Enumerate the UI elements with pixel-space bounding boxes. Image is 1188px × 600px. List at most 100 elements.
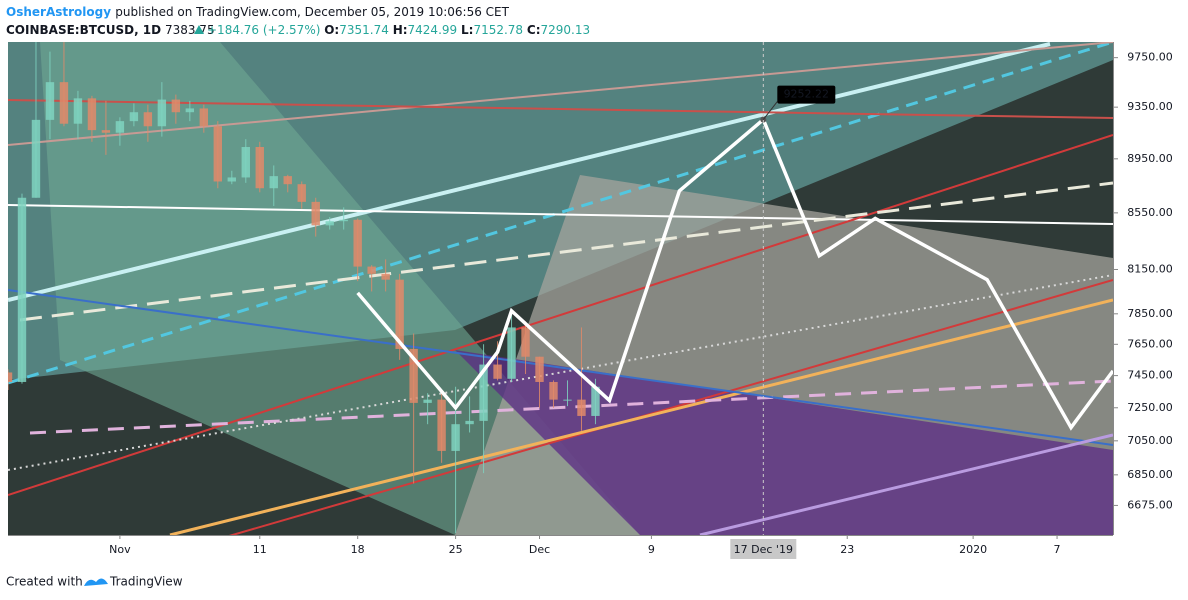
- candle-body: [59, 82, 69, 124]
- y-tick-label: 6675.00: [1127, 498, 1173, 511]
- candle-body: [199, 108, 209, 127]
- x-tick-label: 9: [648, 543, 655, 556]
- peak-label-bg: [777, 85, 836, 104]
- candle-body: [479, 364, 488, 421]
- candle-body: [171, 99, 181, 113]
- candle-body: [353, 219, 362, 267]
- x-tick-label: 18: [351, 543, 365, 556]
- logo: [84, 578, 108, 586]
- crosshair-label-bg: [730, 539, 797, 559]
- candle-body: [409, 348, 418, 403]
- x-tick-label: Nov: [109, 543, 131, 556]
- candle-body: [185, 108, 195, 113]
- candle-body: [591, 386, 600, 416]
- y-tick-label: 8950.00: [1127, 152, 1173, 165]
- candle-body: [241, 147, 250, 178]
- y-tick-label: 7850.00: [1127, 307, 1173, 320]
- trendline: [699, 433, 1113, 535]
- created: Created with: [6, 575, 83, 589]
- y-tick-label: 9350.00: [1127, 100, 1173, 113]
- candle-body: [339, 219, 348, 222]
- candle-body: [255, 147, 264, 189]
- trendline: [8, 204, 1113, 225]
- quote-line: +184.76 (+2.57%) O:7351.74 H:7424.99 L:7…: [207, 23, 590, 37]
- trendline: [8, 274, 1113, 471]
- trendline: [169, 298, 1113, 535]
- candle-body: [367, 266, 376, 274]
- candle-body: [45, 82, 55, 120]
- candle-body: [101, 130, 111, 133]
- y-tick-label: 9750.00: [1127, 51, 1173, 64]
- x-tick-label: 11: [253, 543, 267, 556]
- trendline: [8, 42, 1113, 385]
- crosshair-label: 17 Dec '19: [734, 543, 793, 556]
- trendline: [8, 99, 1113, 119]
- trendline: [8, 42, 1113, 146]
- y-tick-label: 7250.00: [1127, 401, 1173, 414]
- h-label: H:: [393, 23, 408, 37]
- brand[interactable]: TradingView: [109, 575, 183, 589]
- c-label: C:: [527, 23, 541, 37]
- trendline: [228, 279, 1113, 535]
- zone-purple: [455, 350, 1113, 535]
- candle-body: [213, 126, 223, 182]
- peak-pointer: [762, 101, 778, 120]
- candle-body: [129, 112, 139, 122]
- candle-body: [395, 279, 404, 349]
- y-tick-label: 7050.00: [1127, 434, 1173, 447]
- change: +184.76 (+2.57%): [207, 23, 320, 37]
- y-tick-label: 8150.00: [1127, 262, 1173, 275]
- candle-body: [87, 98, 97, 131]
- candle-body: [437, 399, 446, 451]
- h: 7424.99: [408, 23, 458, 37]
- x-tick-label: 23: [840, 543, 854, 556]
- symbol: COINBASE:BTCUSD, 1D: [6, 23, 161, 37]
- header-line: OsherAstrology published on TradingView.…: [6, 5, 510, 19]
- candle-body: [17, 197, 27, 382]
- candle-body: [157, 99, 167, 127]
- candle-body: [423, 399, 432, 403]
- candle-body: [297, 184, 306, 202]
- candle-body: [549, 381, 558, 400]
- x-tick-label: 2020: [959, 543, 987, 556]
- candle-body: [563, 399, 572, 401]
- peak-label: 9252.22: [784, 88, 830, 101]
- x-axis: [8, 535, 1113, 536]
- drawings: [8, 42, 1113, 535]
- trendline: [8, 289, 1113, 446]
- l-label: L:: [461, 23, 473, 37]
- o: 7351.74: [339, 23, 389, 37]
- wedge: [40, 42, 640, 535]
- trendline: [8, 134, 1113, 496]
- projection-line: [356, 116, 1113, 431]
- x-tick-label: 7: [1054, 543, 1061, 556]
- candle-body: [325, 221, 334, 226]
- candle-body: [143, 112, 153, 127]
- candle-body: [465, 420, 474, 425]
- l: 7152.78: [473, 23, 523, 37]
- candle-body: [535, 356, 544, 382]
- candle-body: [269, 176, 278, 189]
- published: published on TradingView.com, December 0…: [115, 5, 509, 19]
- candle-body: [493, 364, 502, 379]
- author: OsherAstrology: [6, 5, 111, 19]
- x-tick-label: 25: [449, 543, 463, 556]
- y-tick-label: 6850.00: [1127, 468, 1173, 481]
- y-axis: [1113, 42, 1114, 535]
- candle-body: [227, 177, 236, 182]
- x-tick-label: Dec: [529, 543, 550, 556]
- candle-body: [73, 98, 83, 124]
- candle-body: [381, 273, 390, 280]
- y-tick-label: 7650.00: [1127, 337, 1173, 350]
- candle-body: [577, 399, 586, 416]
- c: 7290.13: [541, 23, 591, 37]
- y-tick-label: 7450.00: [1127, 369, 1173, 382]
- candle-body: [115, 121, 125, 133]
- marks: [8, 42, 1113, 534]
- trendline: [8, 42, 1051, 302]
- up-arrow: [194, 25, 204, 34]
- candle-body: [311, 201, 320, 226]
- candle-body: [507, 327, 516, 379]
